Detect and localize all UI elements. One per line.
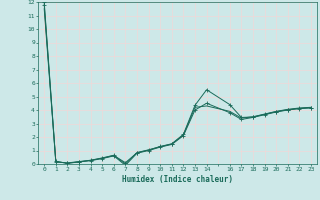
X-axis label: Humidex (Indice chaleur): Humidex (Indice chaleur) [122,175,233,184]
